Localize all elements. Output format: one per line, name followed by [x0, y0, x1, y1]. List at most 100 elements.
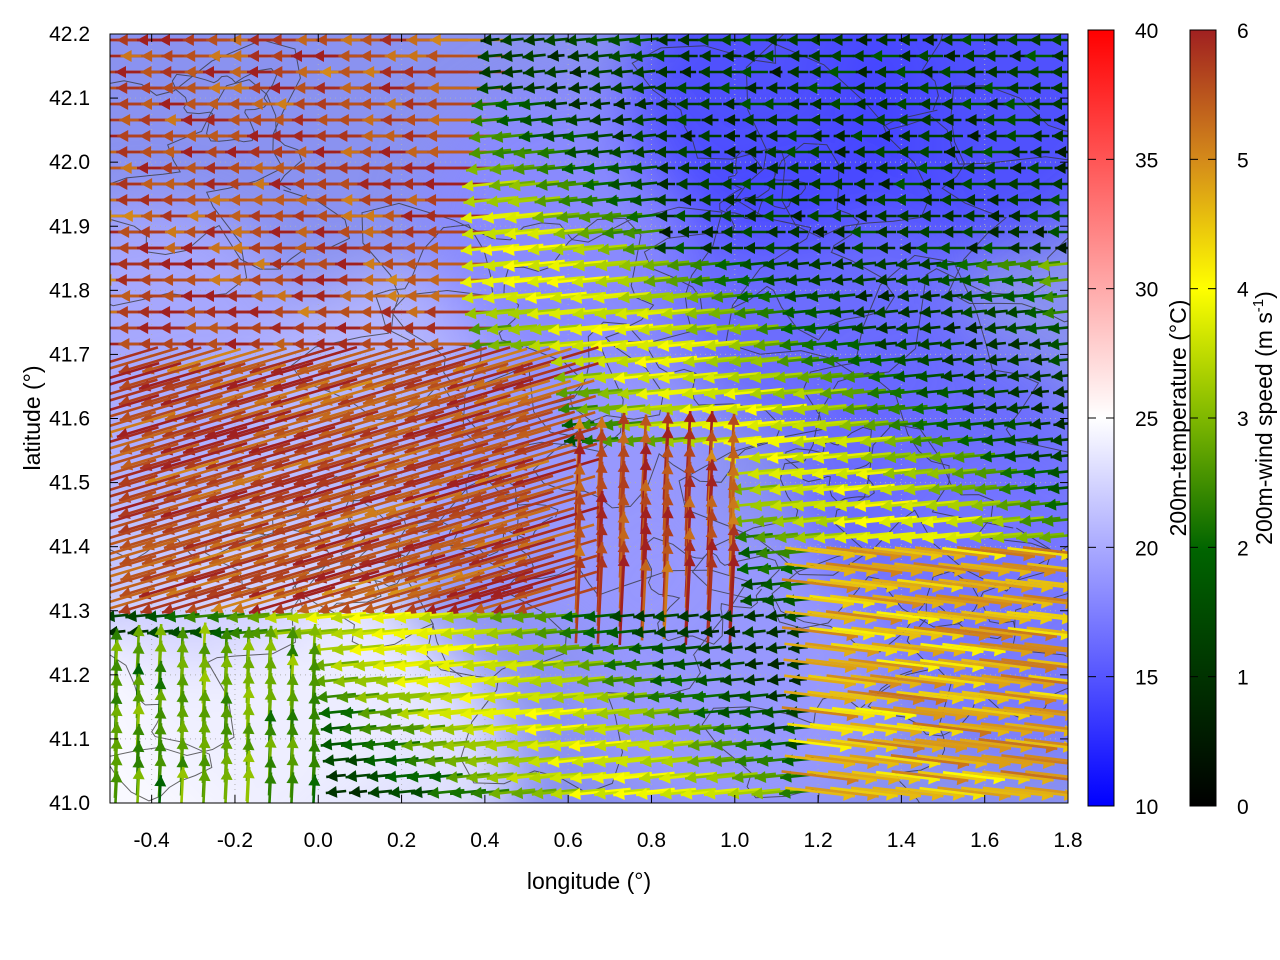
wind-vector-head	[251, 194, 263, 206]
wind-vector-head	[95, 98, 106, 110]
wind-vector	[183, 409, 269, 439]
wind-speed-colorbar-tick-label: 4	[1237, 279, 1249, 302]
wind-vector-head	[269, 258, 281, 270]
wind-vector	[1006, 610, 1068, 621]
wind-vector-head	[739, 34, 751, 46]
wind-vector-head	[724, 146, 736, 158]
terrain-contour	[110, 79, 351, 270]
wind-vector	[515, 490, 597, 518]
wind-vector	[250, 554, 334, 582]
wind-vector-head	[573, 443, 586, 455]
wind-vector-head	[765, 609, 778, 622]
wind-vector-head	[460, 707, 472, 720]
wind-vector-head	[631, 130, 644, 143]
wind-vector-head	[578, 659, 590, 672]
wind-vector	[317, 346, 399, 374]
wind-vector	[362, 379, 442, 405]
wind-vector-head	[959, 274, 972, 287]
wind-vector-head	[340, 210, 352, 222]
wind-vector-head	[291, 130, 303, 142]
wind-vector-head	[428, 114, 440, 126]
wind-vector-head	[534, 195, 547, 208]
wind-vector-head	[248, 338, 260, 350]
wind-vector-head	[163, 146, 175, 158]
wind-vector-head	[340, 146, 352, 158]
wind-vector-head	[110, 659, 123, 671]
wind-vector	[405, 490, 487, 518]
wind-vector-head	[506, 675, 519, 688]
wind-vector-head	[825, 338, 838, 351]
wind-vector-head	[508, 323, 520, 336]
wind-vector	[427, 554, 509, 582]
wind-vector-head	[717, 706, 730, 719]
wind-vector-head	[813, 531, 826, 544]
wind-vector-head	[372, 659, 385, 672]
wind-vector-head	[359, 194, 371, 206]
wind-vector-head	[1010, 162, 1022, 174]
wind-vector-head	[274, 290, 286, 302]
wind-vector	[450, 522, 530, 550]
wind-vector-head	[793, 403, 806, 416]
wind-vector-head	[715, 258, 727, 271]
wind-vector-head	[401, 66, 413, 78]
wind-vector-head	[319, 66, 331, 78]
wind-vector-head	[1008, 146, 1020, 158]
wind-vector-head	[429, 770, 441, 783]
wind-vector-head	[380, 322, 392, 334]
wind-vector-head	[416, 627, 429, 640]
wind-vector-head	[986, 337, 998, 350]
wind-vector-head	[833, 130, 845, 142]
wind-vector-head	[602, 642, 615, 655]
wind-vector	[339, 394, 421, 422]
wind-vector-head	[896, 274, 908, 287]
wind-vector-head	[763, 722, 776, 735]
wind-vector-head	[858, 483, 870, 496]
wind-vector-head	[654, 242, 666, 254]
wind-vector-head	[790, 210, 802, 222]
wind-vector-head	[295, 34, 307, 46]
wind-vector-head	[602, 674, 614, 687]
wind-vector-head	[380, 114, 392, 126]
wind-vector	[1005, 738, 1068, 749]
wind-vector-head	[482, 211, 495, 224]
wind-vector	[979, 690, 1057, 702]
wind-vector-head	[522, 50, 534, 63]
wind-vector	[295, 554, 377, 582]
wind-vector-head	[899, 242, 911, 254]
wind-vector-head	[95, 66, 106, 78]
wind-vector-head	[773, 387, 785, 400]
wind-vector	[1001, 658, 1068, 669]
wind-vector-head	[632, 114, 644, 127]
wind-vector-head	[1048, 194, 1060, 206]
wind-vector	[450, 442, 530, 470]
wind-vector-head	[884, 451, 897, 464]
wind-vector-head	[154, 689, 167, 701]
wind-vector-head	[587, 130, 599, 143]
wind-vector-head	[137, 162, 148, 174]
wind-vector-head	[981, 434, 994, 447]
wind-vector-head	[93, 338, 104, 350]
wind-vector-head	[705, 539, 718, 551]
wind-vector-head	[264, 673, 277, 685]
wind-vector-head	[770, 419, 783, 432]
wind-vector	[781, 626, 859, 638]
wind-vector-head	[570, 771, 582, 784]
wind-speed-colorbar-tick-label: 3	[1237, 408, 1249, 431]
x-tick-label: -0.4	[134, 829, 171, 852]
wind-vector-head	[181, 146, 192, 158]
wind-vector-head	[1041, 514, 1054, 527]
wind-vector-head	[636, 307, 649, 320]
wind-vector-head	[1055, 146, 1067, 158]
wind-vector-head	[125, 610, 137, 623]
wind-vector-head	[147, 626, 159, 639]
wind-vector-head	[893, 178, 905, 190]
wind-vector-head	[1066, 664, 1068, 674]
wind-vector-head	[269, 226, 281, 238]
wind-vector-head	[683, 411, 696, 423]
wind-vector	[292, 537, 380, 567]
wind-vector-head	[313, 659, 325, 672]
wind-vector	[383, 458, 465, 486]
wind-vector-head	[751, 787, 764, 800]
wind-vector-head	[964, 82, 976, 94]
wind-vector-head	[698, 98, 710, 110]
